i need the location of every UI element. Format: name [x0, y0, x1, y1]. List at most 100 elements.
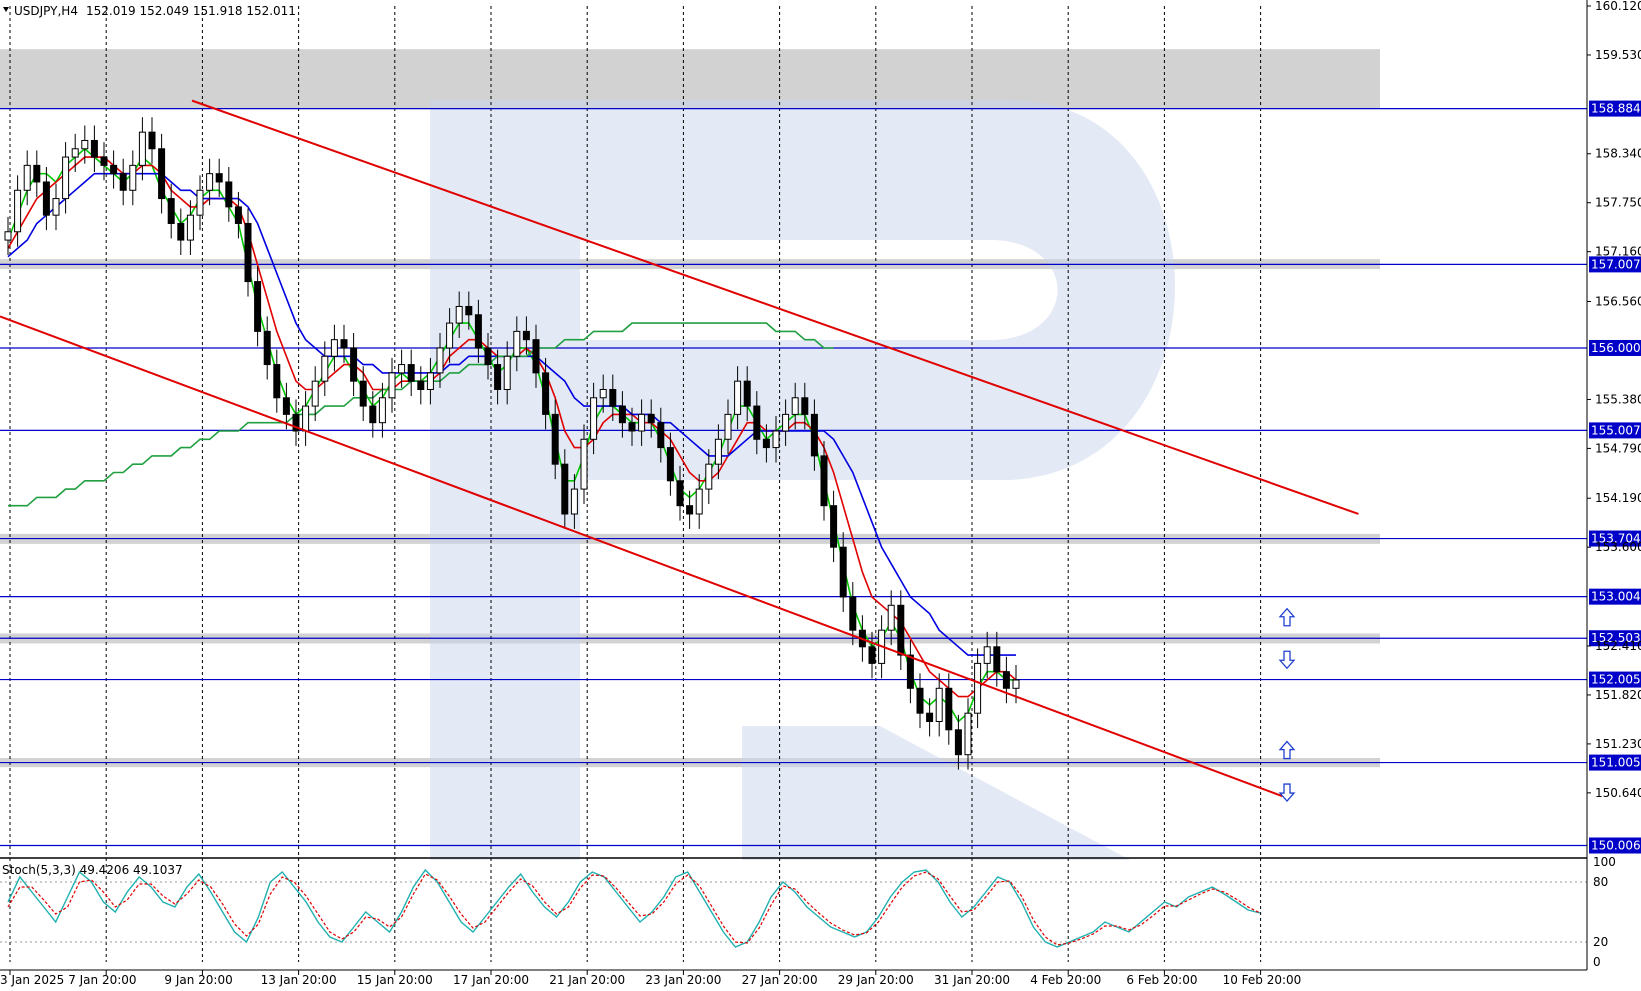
candle-body: [302, 405, 310, 432]
candle-body: [148, 131, 156, 150]
level-badge-label: 157.007: [1591, 257, 1641, 271]
candle-body: [609, 388, 617, 407]
arrow-up-icon: [1278, 740, 1296, 760]
level-badge-label: 155.007: [1591, 423, 1641, 437]
candle-body: [657, 422, 665, 449]
candle-body: [897, 604, 905, 656]
candle-body: [158, 148, 166, 200]
x-tick-label: 3 Jan 2025: [0, 973, 64, 987]
level-badge-label: 153.704: [1591, 532, 1641, 546]
arrow-up-icon: [1278, 607, 1296, 627]
candle-body: [465, 305, 473, 316]
x-tick-label: 15 Jan 20:00: [357, 973, 433, 987]
level-badge-label: 152.005: [1591, 673, 1641, 687]
candle-body: [494, 364, 502, 390]
candle-body: [1002, 671, 1010, 689]
level-badge-label: 158.884: [1591, 102, 1641, 116]
candle-body: [417, 380, 425, 390]
candle-body: [311, 380, 319, 407]
candle-body: [714, 438, 722, 465]
candle-body: [772, 430, 780, 449]
candle-body: [628, 422, 636, 432]
osc-axis-label: 100: [1593, 855, 1616, 869]
candle-body: [887, 604, 895, 631]
candle-body: [983, 646, 991, 664]
candle-body: [33, 164, 41, 183]
y-tick-label: 150.640: [1595, 786, 1641, 800]
candle-body: [100, 156, 108, 166]
candle-body: [398, 364, 406, 374]
level-badge-label: 150.006: [1591, 839, 1641, 853]
candle-body: [590, 397, 598, 440]
candle-body: [801, 397, 809, 415]
candle-body: [455, 305, 463, 324]
x-tick-label: 23 Jan 20:00: [645, 973, 721, 987]
candle-body: [186, 214, 194, 241]
channel-upper-line: [191, 99, 1359, 515]
candle-body: [762, 438, 770, 449]
x-tick-label: 9 Jan 20:00: [164, 973, 232, 987]
y-tick-label: 151.230: [1595, 737, 1641, 751]
x-tick-label: 10 Feb 20:00: [1223, 973, 1302, 987]
candle-body: [42, 181, 50, 216]
candle-body: [734, 380, 742, 415]
channel-lower-line: [0, 315, 1283, 798]
chart-ohlc: 152.019 152.049 151.918 152.011: [86, 4, 296, 18]
level-badge: [1589, 630, 1641, 647]
watermark-logo: [430, 100, 1175, 860]
level-badge: [1589, 671, 1641, 688]
candle-body: [868, 646, 876, 664]
candle-body: [484, 347, 492, 366]
candle-body: [81, 139, 89, 150]
candle-body: [993, 646, 1001, 673]
candle-body: [820, 455, 828, 507]
x-tick-label: 17 Jan 20:00: [453, 973, 529, 987]
dropdown-icon[interactable]: [3, 7, 9, 12]
candle-body: [90, 139, 98, 158]
osc-axis-label: 80: [1593, 875, 1608, 889]
osc-axis-label: 0: [1593, 955, 1601, 969]
level-badge-label: 151.005: [1591, 756, 1641, 770]
candle-body: [676, 480, 684, 507]
candle-body: [954, 729, 962, 756]
level-badge: [1589, 530, 1641, 547]
x-tick-label: 7 Jan 20:00: [68, 973, 136, 987]
stochastic-label: Stoch(5,3,3) 49.4206 49.1037: [2, 863, 183, 877]
candle-body: [522, 330, 530, 341]
y-tick-label: 154.790: [1595, 441, 1641, 455]
y-tick-label: 154.190: [1595, 491, 1641, 505]
x-tick-label: 21 Jan 20:00: [549, 973, 625, 987]
candle-body: [273, 364, 281, 399]
candle-body: [791, 397, 799, 415]
watermark-shape: [430, 100, 1175, 860]
candle-body: [369, 405, 377, 424]
y-tick-label: 155.380: [1595, 392, 1641, 406]
candle-body: [810, 413, 818, 457]
candle-body: [753, 405, 761, 440]
candle-body: [926, 712, 934, 722]
level-badge: [1589, 422, 1641, 439]
candle-body: [282, 397, 290, 415]
candle-body: [436, 347, 444, 374]
x-tick-label: 4 Feb 20:00: [1030, 973, 1101, 987]
y-tick-label: 151.820: [1595, 688, 1641, 702]
y-tick-label: 152.410: [1595, 639, 1641, 653]
candle-body: [225, 181, 233, 208]
candle-body: [119, 173, 127, 191]
x-tick-label: 6 Feb 20:00: [1126, 973, 1197, 987]
candle-body: [724, 413, 732, 440]
candle-body: [254, 281, 262, 332]
y-tick-label: 157.750: [1595, 196, 1641, 210]
candle-body: [705, 463, 713, 490]
candle-body: [503, 355, 511, 390]
y-tick-label: 158.340: [1595, 147, 1641, 161]
level-badge: [1589, 754, 1641, 771]
level-badge-label: 156.000: [1591, 341, 1641, 355]
candle-body: [138, 131, 146, 166]
candle-body: [686, 505, 694, 515]
level-badge: [1589, 256, 1641, 273]
candle-body: [474, 314, 482, 349]
candle-body: [974, 662, 982, 714]
candle-body: [561, 463, 569, 515]
